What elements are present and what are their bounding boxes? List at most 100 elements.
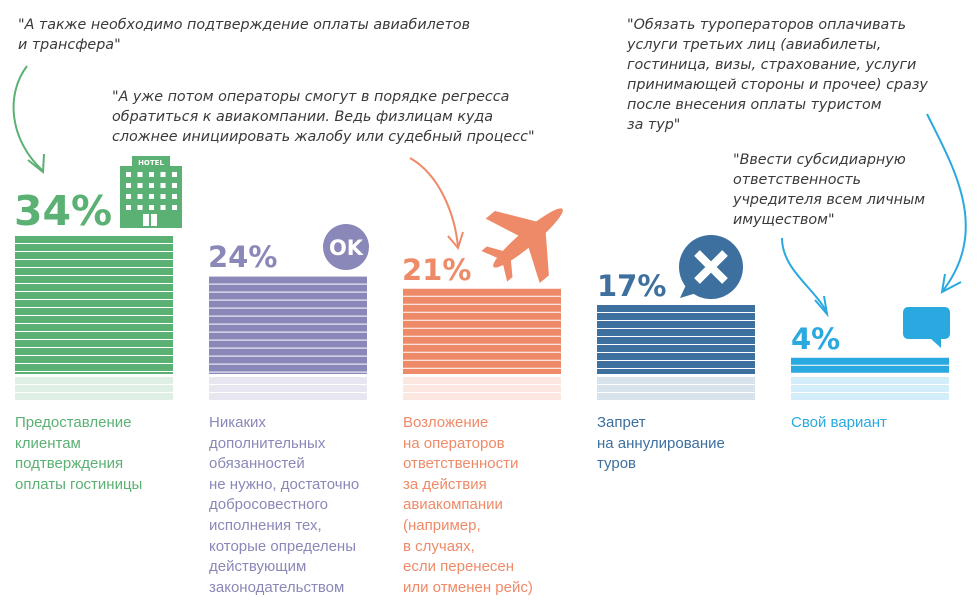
bar-stripe [15, 372, 173, 374]
bar-stripe [597, 329, 755, 336]
bar-stripe [791, 357, 949, 365]
bar-0 [15, 236, 173, 400]
bar-stripe [209, 316, 367, 324]
bar-reflection [791, 385, 949, 392]
bar-stripe [403, 368, 561, 374]
arrow-green [12, 65, 43, 171]
bar-stripe [403, 296, 561, 304]
cross-bubble-icon [679, 235, 743, 299]
bar-stripe [15, 284, 173, 291]
bar-stripe [209, 348, 367, 356]
bar-1 [209, 276, 367, 400]
bar-stripe [209, 340, 367, 348]
arrow-green-head [27, 153, 45, 174]
value-label-1: 24% [208, 240, 278, 274]
svg-text:HOTEL: HOTEL [138, 159, 164, 167]
bar-stripe [403, 344, 561, 352]
bar-reflection [791, 393, 949, 400]
bar-stripe [209, 276, 367, 284]
ok-icon: OK [323, 224, 369, 270]
bar-reflection [15, 385, 173, 392]
bar-stripe [597, 305, 755, 312]
bar-reflection [403, 385, 561, 392]
annotation-airline: "А уже потом операторы смогут в порядке … [112, 89, 535, 145]
annotation-third-party: "Обязать туроператоров оплачивать услуги… [627, 17, 928, 133]
bar-stripe [209, 364, 367, 372]
annotation-hotel: "А также необходимо подтверждение оплаты… [18, 17, 471, 53]
bar-stripe [209, 284, 367, 292]
bar-stripe [403, 304, 561, 312]
bar-stripe [15, 244, 173, 251]
value-label-2: 21% [402, 253, 472, 287]
bar-stripe [403, 328, 561, 336]
bar-stripe [209, 356, 367, 364]
bar-stripe [597, 313, 755, 320]
bar-4 [791, 357, 949, 400]
bar-stripe [597, 369, 755, 374]
chat-bubble-icon [903, 307, 950, 348]
arrow-cyan-2 [926, 113, 967, 293]
bar-stripe [15, 356, 173, 363]
bar-stripe [597, 321, 755, 328]
bar-stripe [403, 288, 561, 296]
bar-stripe [209, 292, 367, 300]
value-label-4: 4% [791, 322, 841, 356]
bar-stripe [597, 353, 755, 360]
bar-stripe [403, 352, 561, 360]
bar-stripe [15, 340, 173, 347]
bar-stripe [597, 337, 755, 344]
category-label-1: Никаких дополнительных обязанностей не н… [209, 414, 360, 596]
bar-reflection [791, 377, 949, 384]
annotation-subsidiary: "Ввести субсидиарную ответственность учр… [733, 152, 926, 228]
bar-reflection [597, 393, 755, 400]
bar-stripe [15, 308, 173, 315]
bar-stripe [209, 372, 367, 374]
bar-stripe [209, 300, 367, 308]
bar-reflection [403, 393, 561, 400]
bar-stripe [15, 276, 173, 283]
bar-reflection [403, 377, 561, 384]
value-label-3: 17% [597, 269, 667, 303]
category-label-0: Предоставление клиентам подтверждения оп… [15, 414, 143, 493]
bar-stripe [15, 252, 173, 259]
arrow-cyan-1-head [814, 295, 829, 318]
bar-stripe [15, 268, 173, 275]
bar-reflection [209, 377, 367, 384]
arrow-cyan-2-head [940, 273, 962, 294]
bar-stripe [597, 345, 755, 352]
bar-stripe [15, 300, 173, 307]
bar-stripe [403, 320, 561, 328]
bar-stripe [15, 364, 173, 371]
bar-stripe [209, 324, 367, 332]
bar-stripe [403, 360, 561, 368]
bar-stripe [209, 332, 367, 340]
bar-reflection [209, 385, 367, 392]
hotel-icon: HOTEL [120, 156, 182, 228]
bar-stripe [15, 324, 173, 331]
bar-stripe [209, 308, 367, 316]
bar-reflection [15, 393, 173, 400]
arrow-cyan-1 [781, 237, 828, 314]
arrow-orange [409, 157, 459, 248]
airplane-icon [481, 208, 563, 284]
bar-2 [403, 288, 561, 400]
bar-stripe [15, 348, 173, 355]
bar-stripe [791, 365, 949, 373]
bar-reflection [597, 385, 755, 392]
bar-3 [597, 305, 755, 400]
category-label-4: Свой вариант [791, 414, 887, 431]
bar-stripe [15, 332, 173, 339]
bar-reflection [209, 393, 367, 400]
bar-reflection [15, 377, 173, 384]
bar-stripe [403, 312, 561, 320]
bar-stripe [15, 236, 173, 243]
bar-reflection [597, 377, 755, 384]
bar-stripe [15, 292, 173, 299]
bar-stripe [15, 260, 173, 267]
bar-stripe [15, 316, 173, 323]
value-label-0: 34% [14, 187, 113, 235]
category-label-3: Запрет на аннулирование туров [597, 414, 725, 473]
category-label-2: Возложение на операторов ответственности… [403, 414, 533, 596]
svg-text:OK: OK [329, 236, 364, 260]
